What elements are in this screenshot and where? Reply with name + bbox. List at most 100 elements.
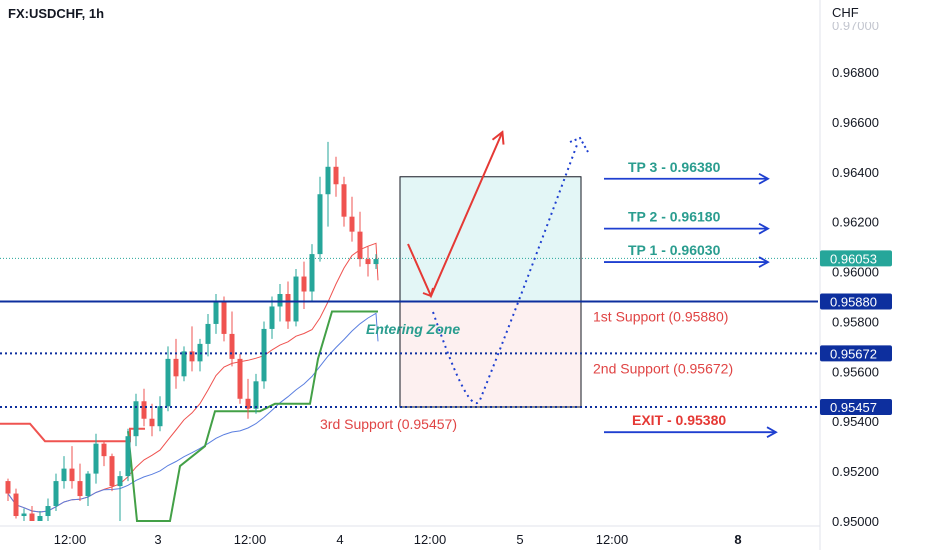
target-label-3: TP 3 - 0.96380 <box>628 159 721 175</box>
candle-body <box>13 493 19 517</box>
candle <box>261 321 267 389</box>
price-tag-box <box>820 399 892 416</box>
x-tick-label: 12:00 <box>596 532 629 547</box>
candle-body <box>261 328 267 382</box>
candle <box>285 281 291 329</box>
x-tick-label: 4 <box>336 532 343 547</box>
price-tag-label: 0.96053 <box>830 251 877 266</box>
candle <box>13 488 19 519</box>
candle <box>349 196 355 242</box>
candle-body <box>125 436 131 477</box>
candle <box>197 338 203 372</box>
candle <box>29 506 35 521</box>
candle <box>333 156 339 197</box>
candle <box>269 296 275 339</box>
candle-body <box>293 276 299 322</box>
candle <box>373 254 379 270</box>
candle <box>277 284 283 322</box>
x-tick-label: 12:00 <box>234 532 267 547</box>
price-axis: 0.96800 0.96600 0.96400 0.96200 0.96000 0.958… <box>819 0 932 550</box>
candle <box>309 244 315 302</box>
candles <box>5 141 379 521</box>
candle <box>53 473 59 512</box>
candle-body <box>325 166 331 195</box>
candle <box>125 428 131 482</box>
candle <box>173 338 179 389</box>
candle-body <box>141 401 147 419</box>
zone-boxes <box>399 176 582 408</box>
candle-body <box>365 259 371 265</box>
x-tick-label: 3 <box>154 532 161 547</box>
candle <box>77 463 83 502</box>
level-lines <box>0 257 818 409</box>
candle-body <box>181 351 187 377</box>
candle <box>141 388 147 427</box>
candle <box>117 471 123 521</box>
candle-body <box>253 381 259 409</box>
candle <box>93 433 99 484</box>
green-step-line <box>127 310 378 522</box>
price-tag-box <box>820 345 892 362</box>
candle-body <box>349 216 355 232</box>
x-tick-label: 12:00 <box>414 532 447 547</box>
candle <box>37 511 43 521</box>
target-zone-box <box>399 176 582 302</box>
support-label-3: 3rd Support (0.95457) <box>320 416 457 432</box>
candle-body <box>333 166 339 185</box>
currency-label: CHF <box>832 5 859 20</box>
candle <box>341 176 347 227</box>
candle-body <box>341 184 347 217</box>
candle-body <box>77 481 83 497</box>
indicator-lines <box>0 242 379 522</box>
y-tick-label: 0.96600 <box>832 115 879 130</box>
candle-body <box>157 406 163 427</box>
exit-label: EXIT - 0.95380 <box>632 412 726 428</box>
candle-body <box>93 443 99 474</box>
pullback-arrowhead <box>422 287 434 297</box>
candle-body <box>269 306 275 329</box>
candle-body <box>53 481 59 507</box>
candle <box>21 508 27 521</box>
candle <box>5 478 11 502</box>
price-tag-label: 0.95672 <box>830 346 877 361</box>
candle <box>205 313 211 357</box>
candle <box>221 296 227 342</box>
candle-body <box>149 418 155 427</box>
candle <box>61 456 67 489</box>
candle-body <box>309 254 315 292</box>
candle <box>245 378 251 419</box>
candle <box>325 141 331 227</box>
candle-body <box>245 398 251 409</box>
candle-body <box>109 456 115 487</box>
x-tick-label: 12:00 <box>54 532 87 547</box>
red-step-line <box>0 422 145 443</box>
y-tick-label: 0.96200 <box>832 215 879 230</box>
entering-zone-label: Entering Zone <box>366 321 460 337</box>
candle <box>293 269 299 327</box>
y-tick-label: 0.96000 <box>832 265 879 280</box>
candle-body <box>21 513 27 517</box>
axis-top-mask <box>821 0 932 22</box>
y-tick-label: 0.96800 <box>832 65 879 80</box>
candle <box>317 176 323 262</box>
candle <box>133 393 139 447</box>
y-tick-label: 0.95600 <box>832 364 879 379</box>
candle <box>149 403 155 437</box>
target-label-1: TP 1 - 0.96030 <box>628 242 721 258</box>
y-tick-label: 0.96400 <box>832 165 879 180</box>
candle-body <box>29 513 35 521</box>
candle <box>69 446 75 489</box>
candle-body <box>213 301 219 324</box>
candle <box>213 294 219 334</box>
candle <box>157 396 163 432</box>
candle-body <box>45 506 51 517</box>
candle-body <box>69 468 75 482</box>
y-tick-label: 0.95400 <box>832 414 879 429</box>
candle <box>165 346 171 412</box>
candle-body <box>37 516 43 521</box>
dotted-projection-arrowhead <box>569 136 589 153</box>
x-tick-label: 8 <box>734 532 741 547</box>
slow-moving-average-line <box>7 312 379 513</box>
candle <box>357 211 363 267</box>
